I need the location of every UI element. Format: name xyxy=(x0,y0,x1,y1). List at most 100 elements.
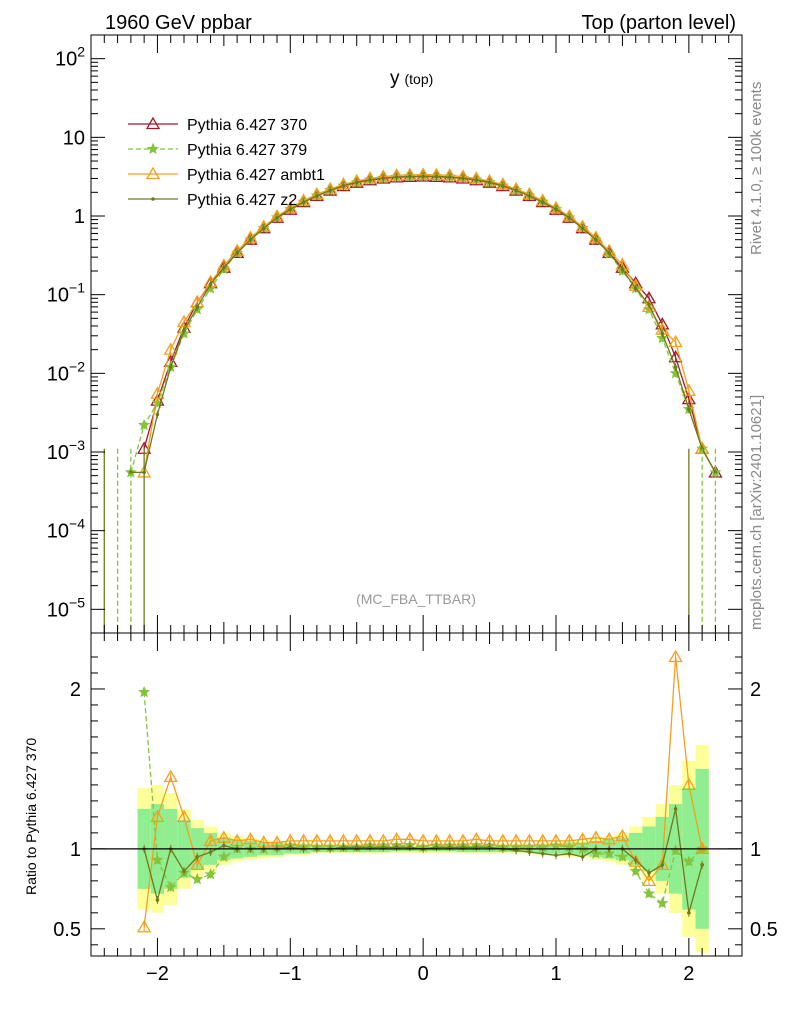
data-point-dot xyxy=(208,850,213,854)
data-point-dot xyxy=(421,174,425,179)
data-point-dot xyxy=(182,869,186,874)
data-point-dot xyxy=(461,845,465,850)
data-point-dot xyxy=(594,237,598,242)
data-point-star xyxy=(138,418,151,431)
y-tick-label: 10−4 xyxy=(47,516,85,543)
data-point-triangle xyxy=(137,919,152,933)
data-point-star xyxy=(603,847,616,859)
main-series-2 xyxy=(137,167,710,478)
main-series-3 xyxy=(129,172,718,477)
data-point-star xyxy=(642,887,656,899)
data-point-triangle xyxy=(548,833,564,847)
legend-label: Pythia 6.427 ambt1 xyxy=(187,167,325,184)
y-tick-label: 10−3 xyxy=(47,437,85,464)
y-tick-label-exp: −5 xyxy=(69,594,85,610)
rivet-label: Rivet 4.1.0, ≥ 100k events xyxy=(748,82,765,255)
data-point-star xyxy=(589,847,602,859)
data-point-dot xyxy=(381,176,386,180)
data-point-star xyxy=(656,896,669,909)
ratio-y-tick-label-right: 0.5 xyxy=(750,919,778,941)
plot-title: y (top) xyxy=(390,68,433,89)
y-tick-label-exp: −4 xyxy=(69,516,85,532)
data-point-triangle xyxy=(668,349,683,363)
data-point-dot xyxy=(567,851,572,856)
data-point-dot xyxy=(580,855,585,859)
data-point-dot xyxy=(288,207,293,212)
series-line xyxy=(130,175,716,473)
x-tick-label: 2 xyxy=(683,963,694,985)
data-point-triangle xyxy=(145,166,161,180)
ratio-y-tick-label-right: 1 xyxy=(750,839,761,861)
data-point-dot xyxy=(368,845,372,850)
data-point-dot xyxy=(673,807,678,811)
data-point-dot xyxy=(354,180,359,185)
data-point-dot xyxy=(275,215,279,220)
data-point-triangle xyxy=(176,314,192,328)
data-point-star xyxy=(164,880,177,893)
data-point-triangle xyxy=(602,831,617,845)
data-point-dot xyxy=(527,194,532,198)
data-point-dot xyxy=(687,407,691,411)
data-point-triangle xyxy=(681,383,696,396)
data-point-star xyxy=(146,142,160,155)
data-point-dot xyxy=(607,251,611,255)
data-point-dot xyxy=(222,843,226,848)
y-tick-label-base: 10 xyxy=(47,363,69,385)
data-point-triangle xyxy=(176,809,192,823)
data-point-dot xyxy=(540,200,545,204)
data-point-triangle xyxy=(163,769,178,783)
legend-label: Pythia 6.427 z2 xyxy=(187,192,297,209)
data-point-dot xyxy=(341,184,346,188)
data-point-triangle xyxy=(695,841,710,855)
data-point-dot xyxy=(408,174,412,179)
x-tick-label: −1 xyxy=(279,963,302,985)
y-tick-label: 10−5 xyxy=(47,594,85,621)
ratio-y-tick-label: 1 xyxy=(70,839,81,861)
main-series-group xyxy=(103,167,723,633)
data-point-dot xyxy=(567,215,572,220)
data-point-dot xyxy=(487,845,492,850)
data-point-triangle xyxy=(190,857,205,871)
data-point-dot xyxy=(713,470,718,475)
data-point-dot xyxy=(447,845,452,850)
data-point-dot xyxy=(700,863,704,867)
data-point-dot xyxy=(434,845,439,850)
data-point-triangle xyxy=(535,833,550,847)
y-tick-label-exp: −2 xyxy=(69,358,85,374)
data-point-dot xyxy=(301,200,306,204)
data-point-dot xyxy=(155,412,160,417)
data-point-dot xyxy=(248,237,253,242)
mcplots-label: mcplots.cern.ch [arXiv:2401.10621] xyxy=(748,395,765,630)
data-point-dot xyxy=(381,845,386,850)
data-point-dot xyxy=(474,178,479,182)
x-tick-label: 0 xyxy=(418,963,429,985)
data-point-triangle xyxy=(509,833,524,847)
data-point-dot xyxy=(580,226,585,230)
data-point-star xyxy=(204,868,217,880)
main-series-1 xyxy=(124,169,722,478)
data-point-dot xyxy=(208,282,213,287)
data-point-dot xyxy=(168,365,173,369)
plot-title-var: y xyxy=(390,68,400,89)
x-tick-label: −2 xyxy=(146,963,169,985)
data-point-triangle xyxy=(628,854,643,867)
data-point-dot xyxy=(195,855,200,859)
data-point-dot xyxy=(434,174,439,179)
ratio-panel: −2 −1 0 1 2 0.5 0.5 1 1 2 2 Ratio to Pythia 6.427 … xyxy=(23,632,778,985)
y-tick-label-base: 10 xyxy=(55,49,77,71)
data-point-star xyxy=(151,853,164,866)
data-point-triangle xyxy=(150,386,165,399)
data-point-dot xyxy=(394,175,399,179)
legend: Pythia 6.427 370 Pythia 6.427 379 Pythia 6… xyxy=(128,116,325,209)
data-point-dot xyxy=(514,188,518,193)
y-tick-label: 10−1 xyxy=(47,280,85,307)
ratio-y-tick-label: 0.5 xyxy=(53,919,81,941)
data-point-triangle xyxy=(203,833,218,847)
data-point-dot xyxy=(633,286,638,291)
data-point-dot xyxy=(328,188,332,193)
data-point-dot xyxy=(554,853,558,858)
data-point-dot xyxy=(408,845,412,850)
data-point-triangle xyxy=(615,828,630,842)
data-point-dot xyxy=(647,871,651,875)
